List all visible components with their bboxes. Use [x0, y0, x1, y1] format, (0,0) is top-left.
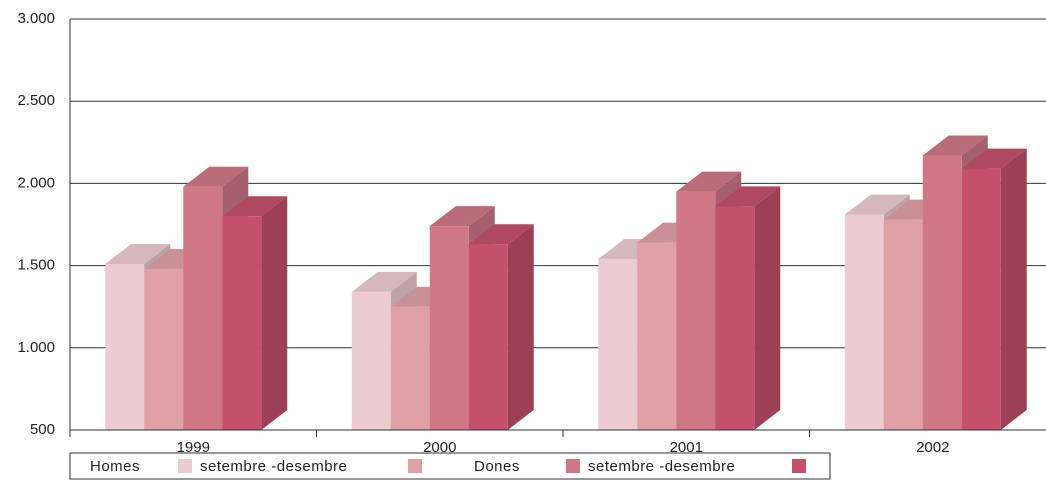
- bar-top: [961, 148, 1027, 169]
- bar-front: [144, 268, 184, 430]
- y-tick-label: 2.000: [17, 174, 55, 191]
- bar-top: [676, 171, 742, 192]
- bar-front: [390, 306, 430, 430]
- legend-swatch: [408, 459, 422, 473]
- bar-front: [844, 214, 884, 430]
- legend-swatch: [178, 459, 192, 473]
- y-tick-label: 500: [30, 421, 55, 438]
- legend-label: setembre -desembre: [200, 458, 347, 475]
- bar-front: [105, 263, 145, 430]
- y-tick-label: 1.000: [17, 339, 55, 356]
- x-tick-label: 2002: [916, 439, 949, 456]
- bar-top: [844, 194, 910, 215]
- bar-side: [1000, 148, 1027, 430]
- bar-front: [598, 259, 638, 430]
- y-tick-label: 2.500: [17, 92, 55, 109]
- bar-front: [351, 291, 391, 430]
- bar-top: [429, 206, 495, 227]
- legend-box: [69, 452, 831, 480]
- bar-top: [183, 166, 249, 187]
- legend-swatch: [792, 459, 806, 473]
- legend-label: Dones: [474, 458, 520, 475]
- bar: [961, 148, 1027, 430]
- x-tick-label: 2000: [423, 439, 456, 456]
- bar-front: [429, 226, 469, 430]
- bar-top: [715, 186, 781, 207]
- legend-label: setembre -desembre: [588, 458, 735, 475]
- bar-side: [754, 186, 781, 430]
- bar-front: [222, 216, 262, 430]
- bar: [222, 196, 288, 430]
- bar-side: [507, 224, 534, 430]
- bar-top: [351, 271, 417, 292]
- bar-side: [261, 196, 288, 430]
- bar-front: [922, 155, 962, 430]
- bar: [468, 224, 534, 430]
- bar-front: [883, 219, 923, 430]
- bar-top: [222, 196, 288, 217]
- bar-top: [468, 224, 534, 245]
- bar-front: [468, 244, 508, 430]
- bar-front: [715, 206, 755, 430]
- bar-top: [922, 135, 988, 156]
- x-tick-label: 1999: [177, 439, 210, 456]
- bar-front: [961, 168, 1001, 430]
- y-tick-label: 3.000: [17, 10, 55, 27]
- bar-front: [676, 191, 716, 430]
- bar-front: [637, 242, 677, 430]
- bar-front: [183, 186, 223, 430]
- bar-top: [105, 243, 171, 264]
- legend-label: Homes: [90, 458, 140, 475]
- x-tick-label: 2001: [670, 439, 703, 456]
- bar: [715, 186, 781, 430]
- y-tick-label: 1.500: [17, 257, 55, 274]
- legend-swatch: [566, 459, 580, 473]
